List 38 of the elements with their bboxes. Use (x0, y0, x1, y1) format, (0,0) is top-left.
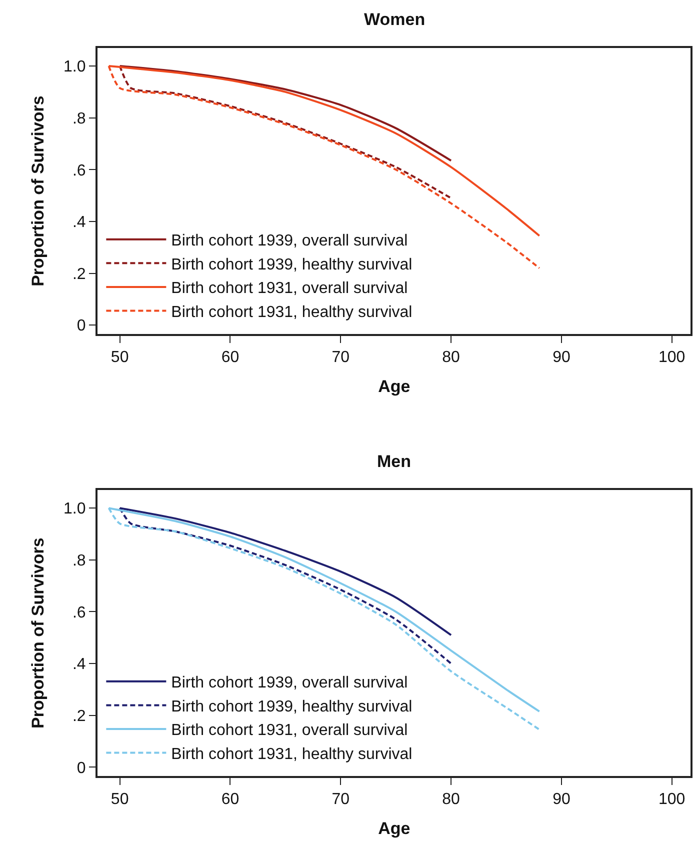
y-tick-label: .8 (72, 552, 86, 570)
legend-label: Birth cohort 1931, healthy survival (171, 304, 412, 321)
x-tick-label: 100 (658, 349, 686, 366)
y-tick-label: 1.0 (64, 58, 86, 76)
x-tick-label: 50 (110, 349, 129, 366)
y-tick-label: .8 (72, 110, 86, 128)
y-tick-label: .6 (72, 604, 86, 622)
y-tick-label: .2 (72, 266, 86, 283)
x-tick-label: 80 (442, 791, 460, 808)
legend-label: Birth cohort 1939, healthy survival (171, 698, 412, 716)
chart-title: Men (377, 452, 411, 471)
x-tick-label: 60 (221, 791, 240, 808)
x-axis-title: Age (378, 819, 410, 838)
y-tick-label: 1.0 (64, 500, 86, 518)
y-tick-label: .6 (72, 162, 86, 180)
y-tick-label: .4 (72, 214, 86, 232)
legend-label: Birth cohort 1939, overall survival (171, 674, 408, 692)
x-tick-label: 100 (658, 791, 686, 808)
x-tick-label: 90 (552, 791, 570, 808)
x-tick-label: 70 (332, 349, 350, 366)
legend-label: Birth cohort 1939, healthy survival (171, 256, 412, 274)
x-tick-label: 80 (442, 349, 460, 366)
x-tick-label: 60 (221, 349, 240, 366)
y-axis-title: Proportion of Survivors (28, 538, 48, 728)
x-tick-label: 70 (332, 791, 350, 808)
x-tick-label: 90 (552, 349, 570, 366)
chart-title: Women (364, 10, 426, 29)
y-tick-label: .2 (72, 708, 86, 725)
x-tick-label: 50 (110, 791, 129, 808)
legend-label: Birth cohort 1931, overall survival (171, 280, 408, 298)
y-tick-label: 0 (76, 318, 86, 335)
y-axis-title: Proportion of Survivors (28, 96, 48, 286)
legend-label: Birth cohort 1939, overall survival (171, 232, 408, 250)
y-tick-label: 0 (76, 760, 86, 777)
legend-label: Birth cohort 1931, overall survival (171, 722, 408, 740)
x-axis-title: Age (378, 377, 410, 396)
legend-label: Birth cohort 1931, healthy survival (171, 746, 412, 764)
y-tick-label: .4 (72, 656, 86, 674)
